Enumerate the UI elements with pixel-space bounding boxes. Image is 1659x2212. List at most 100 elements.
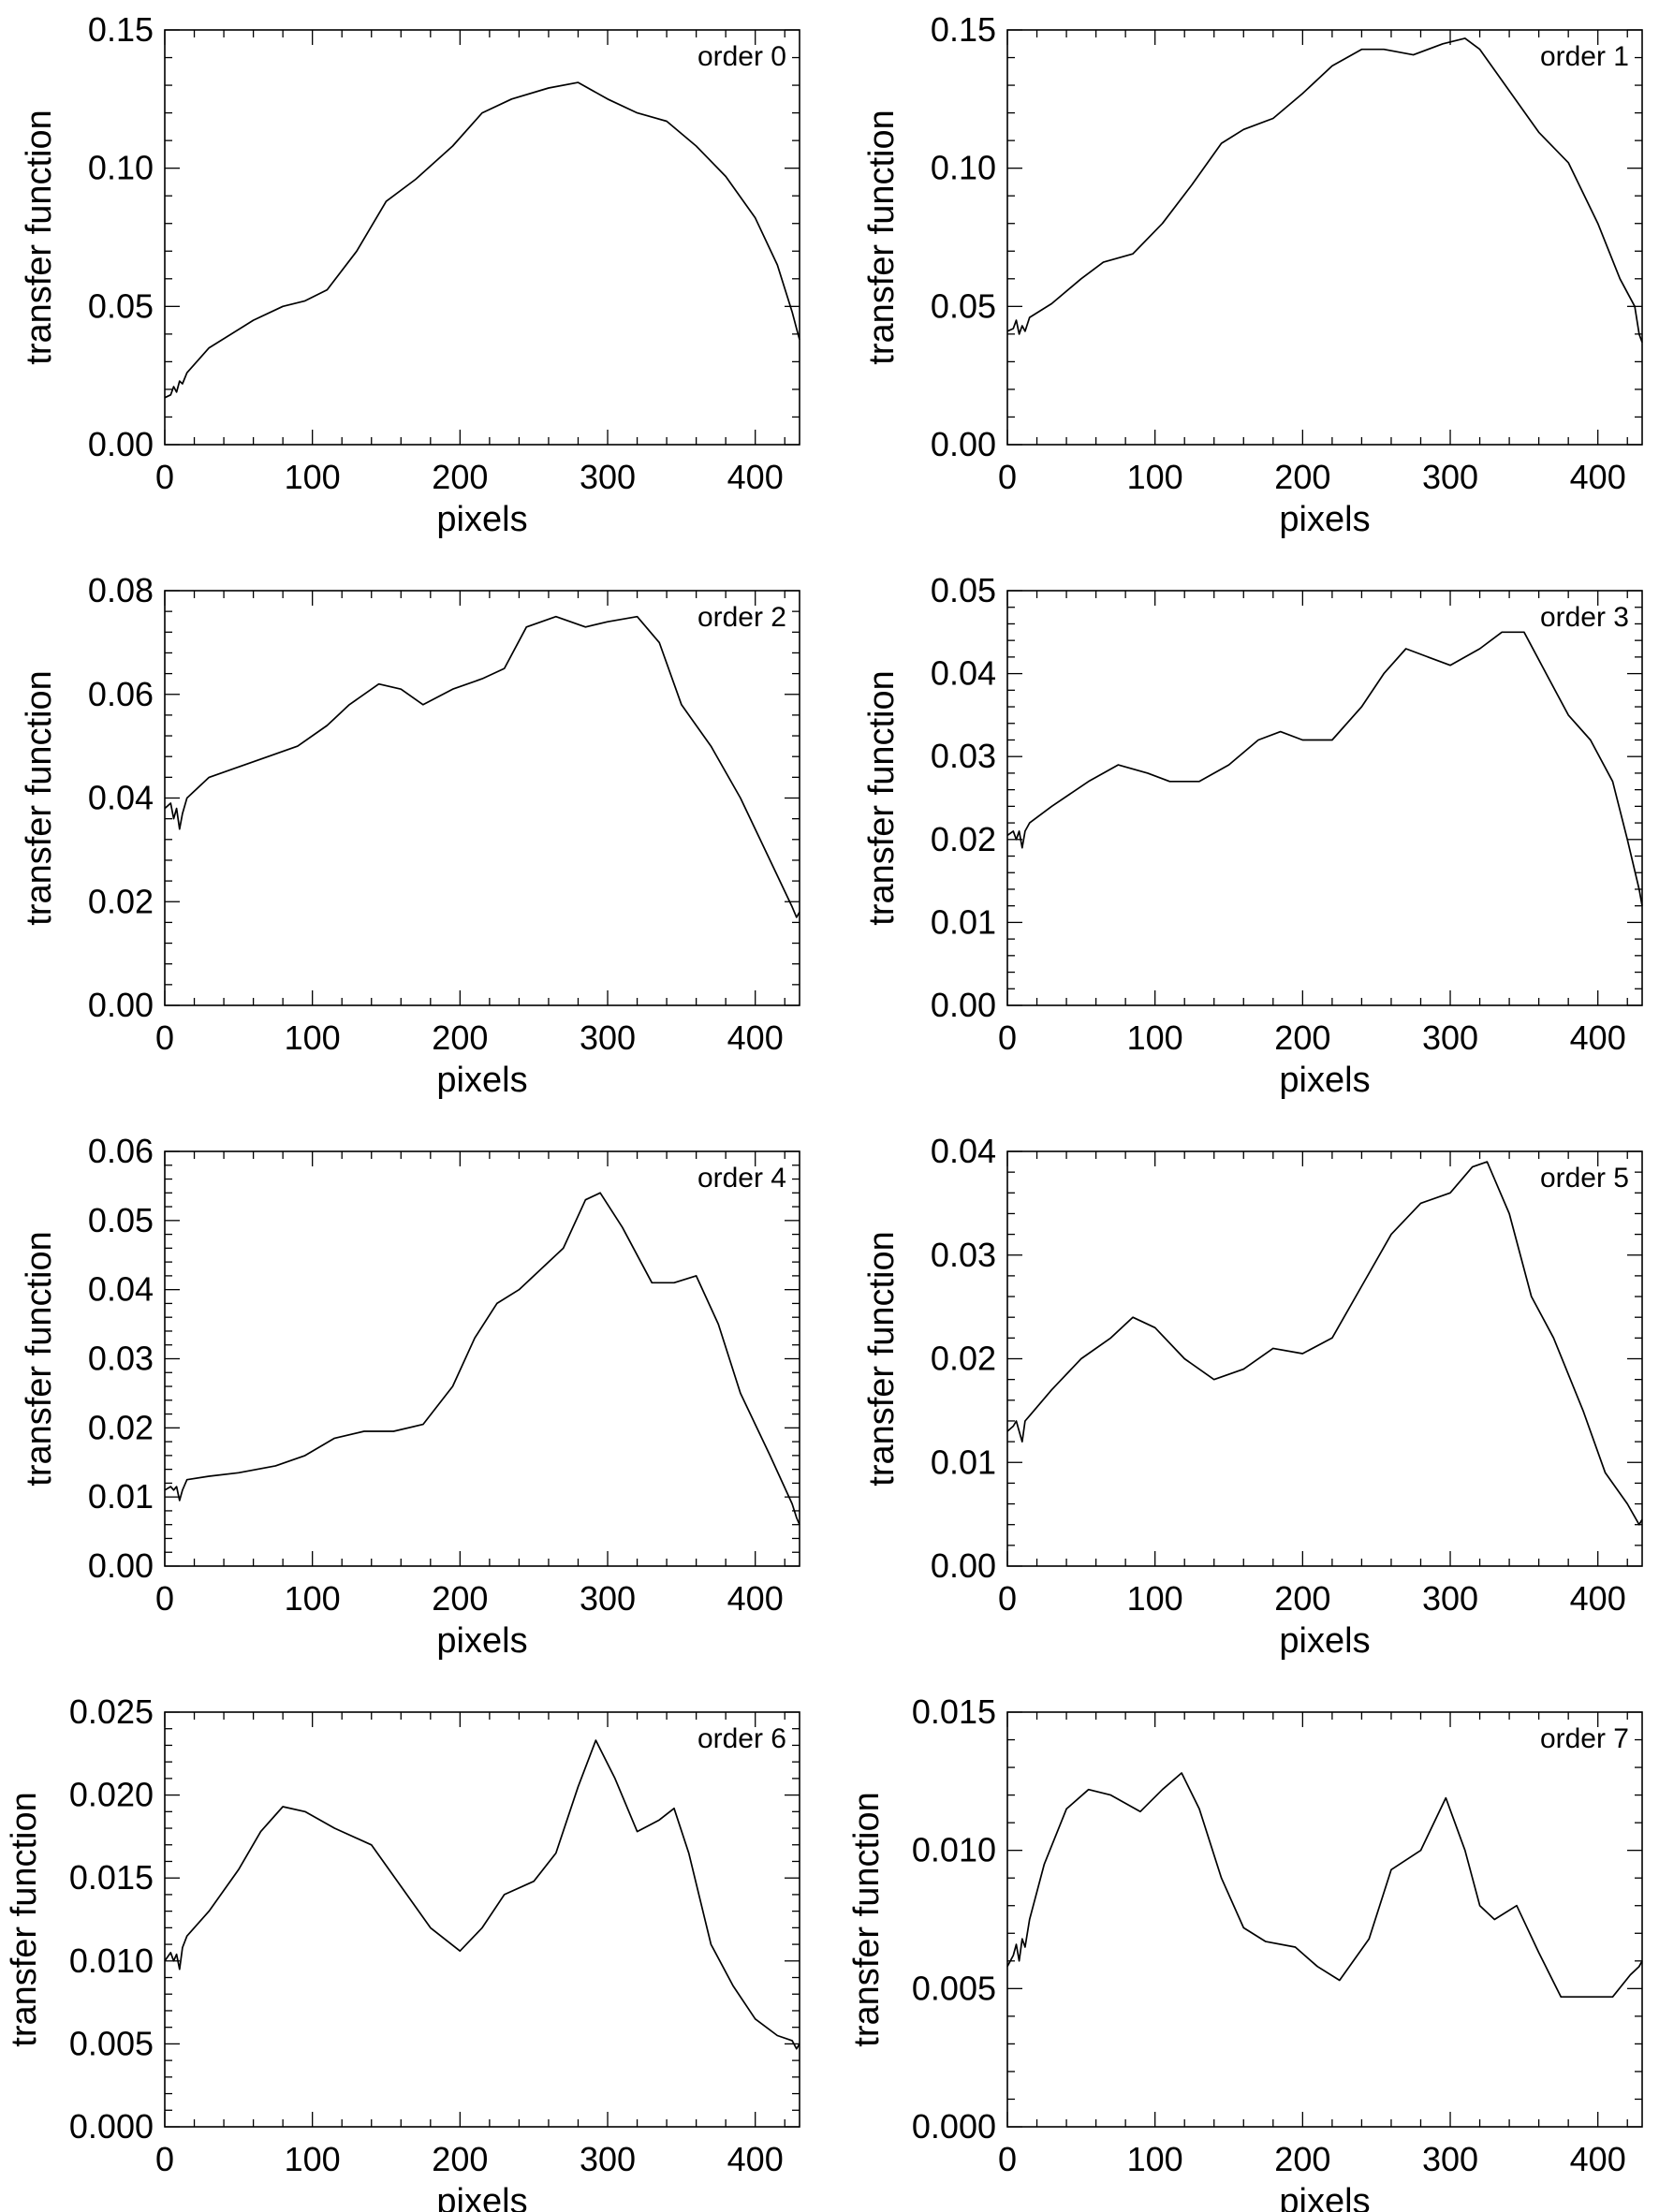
x-axis-label: pixels [436,1621,527,1661]
x-tick-label: 200 [1274,2140,1330,2178]
x-tick-label: 200 [1274,1018,1330,1057]
x-axis-label: pixels [1279,1061,1370,1100]
chart-panel-6: 0 100 200 300 400 0.000 0.005 0.010 0.015 0.020 0.… [5,1692,800,2212]
y-tick-label: 0.00 [931,986,996,1024]
x-tick-label: 200 [1274,1579,1330,1618]
plot-frame [164,29,800,446]
plot-frame [1006,29,1643,446]
x-axis-label: pixels [436,500,527,539]
x-tick-label: 0 [998,458,1017,496]
x-axis-label: pixels [436,2182,527,2212]
x-tick-label: 300 [1422,1018,1478,1057]
y-tick-label: 0.10 [931,149,996,187]
y-tick-label: 0.015 [912,1692,996,1731]
x-tick-label: 400 [1570,2140,1626,2178]
x-tick-label: 300 [1422,2140,1478,2178]
x-tick-label: 100 [285,1018,341,1057]
y-tick-label: 0.02 [931,1340,996,1378]
y-tick-label: 0.05 [88,286,154,325]
y-tick-label: 0.04 [931,1132,996,1170]
x-tick-label: 400 [1570,458,1626,496]
plot-frame [1006,1711,1643,2128]
x-axis-label: pixels [436,1061,527,1100]
x-tick-label: 400 [727,1579,784,1618]
x-tick-label: 200 [432,458,488,496]
x-tick-label: 0 [155,458,174,496]
x-tick-label: 300 [580,458,636,496]
y-tick-label: 0.04 [931,654,996,693]
x-tick-label: 200 [432,2140,488,2178]
y-tick-label: 0.010 [912,1831,996,1869]
y-tick-label: 0.005 [69,2024,154,2062]
x-axis-label: pixels [1279,2182,1370,2212]
x-tick-label: 300 [580,1018,636,1057]
y-tick-label: 0.06 [88,675,154,713]
y-tick-label: 0.05 [931,571,996,609]
x-tick-label: 100 [1127,1579,1183,1618]
x-tick-label: 400 [727,2140,784,2178]
y-tick-label: 0.00 [931,1546,996,1585]
chart-panel-5: 0 100 200 300 400 0.00 0.01 0.02 0.03 0.04 pixels t… [862,1132,1643,1661]
x-tick-label: 400 [727,458,784,496]
panel-annotation: order 1 [1540,41,1629,72]
x-tick-label: 100 [285,1579,341,1618]
x-tick-label: 300 [1422,1579,1478,1618]
y-tick-label: 0.025 [69,1692,154,1731]
x-tick-label: 300 [580,1579,636,1618]
x-tick-label: 0 [998,1018,1017,1057]
y-tick-label: 0.020 [69,1776,154,1814]
y-axis-label: transfer function [20,110,59,364]
chart-panel-2: 0 100 200 300 400 0.00 0.02 0.04 0.06 0.08 pixels t… [20,571,800,1100]
x-tick-label: 300 [580,2140,636,2178]
series-line [164,1739,800,2050]
y-axis-label: transfer function [20,1231,59,1486]
x-tick-label: 200 [432,1018,488,1057]
y-tick-label: 0.04 [88,1270,154,1309]
panel-annotation: order 7 [1540,1723,1629,1754]
chart-panel-0: 0 100 200 300 400 0.00 0.05 0.10 0.15 pixels trans… [20,10,800,539]
series-line [164,81,800,399]
x-tick-label: 400 [1570,1579,1626,1618]
series-line [1006,631,1643,906]
y-tick-label: 0.06 [88,1132,154,1170]
x-tick-label: 200 [1274,458,1330,496]
y-tick-label: 0.01 [931,902,996,941]
y-tick-label: 0.000 [912,2107,996,2146]
y-tick-label: 0.005 [912,1969,996,2007]
panel-annotation: order 0 [697,41,786,72]
y-tick-label: 0.05 [88,1201,154,1239]
chart-panel-4: 0 100 200 300 400 0.00 0.01 0.02 0.03 0.04 0.05 0.0… [20,1132,800,1661]
panel-annotation: order 3 [1540,602,1629,633]
y-tick-label: 0.000 [69,2107,154,2146]
panel-annotation: order 2 [697,602,786,633]
x-tick-label: 300 [1422,458,1478,496]
y-tick-label: 0.10 [88,149,154,187]
y-tick-label: 0.03 [931,737,996,775]
y-axis-label: transfer function [20,670,59,925]
chart-panel-3: 0 100 200 300 400 0.00 0.01 0.02 0.03 0.04 0.05 pix… [862,571,1643,1100]
y-tick-label: 0.00 [88,425,154,463]
y-tick-label: 0.010 [69,1941,154,1980]
x-tick-label: 0 [155,1018,174,1057]
y-tick-label: 0.03 [931,1236,996,1274]
x-tick-label: 400 [1570,1018,1626,1057]
x-tick-label: 0 [155,1579,174,1618]
y-tick-label: 0.05 [931,286,996,325]
x-tick-label: 0 [998,1579,1017,1618]
y-tick-label: 0.00 [931,425,996,463]
chart-panel-1: 0 100 200 300 400 0.00 0.05 0.10 0.15 pixels trans… [862,10,1643,539]
y-tick-label: 0.04 [88,779,154,817]
y-axis-label: transfer function [862,1231,902,1486]
x-tick-label: 100 [1127,2140,1183,2178]
plot-frame [164,1711,800,2128]
plot-frame [1006,590,1643,1006]
x-tick-label: 0 [998,2140,1017,2178]
y-tick-label: 0.01 [88,1477,154,1516]
x-tick-label: 0 [155,2140,174,2178]
x-tick-label: 200 [432,1579,488,1618]
y-axis-label: transfer function [862,110,902,364]
y-axis-label: transfer function [862,670,902,925]
x-tick-label: 100 [1127,458,1183,496]
